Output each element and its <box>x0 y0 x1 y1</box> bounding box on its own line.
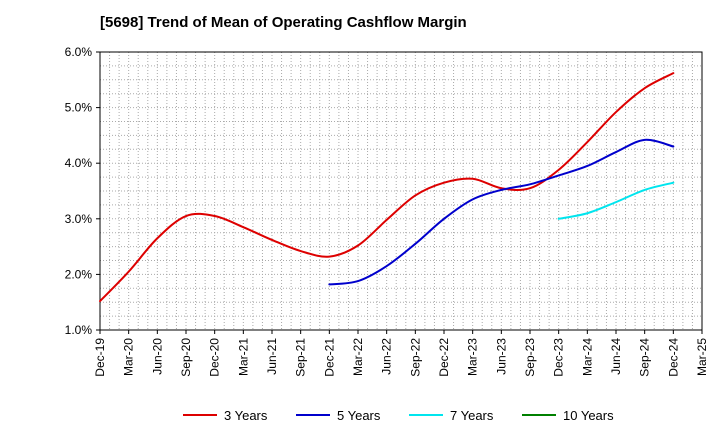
y-tick-label: 6.0% <box>65 45 93 59</box>
legend-label-10-years: 10 Years <box>563 408 614 423</box>
chart-title: [5698] Trend of Mean of Operating Cashfl… <box>100 14 467 31</box>
x-tick-label: Dec-21 <box>322 338 336 377</box>
legend-label-5-years: 5 Years <box>337 408 381 423</box>
legend-label-3-years: 3 Years <box>224 408 268 423</box>
x-tick-label: Jun-20 <box>150 338 164 375</box>
x-tick-label: Jun-21 <box>265 338 279 375</box>
y-tick-label: 1.0% <box>65 323 93 337</box>
y-tick-label: 4.0% <box>65 156 93 170</box>
series-layer <box>99 72 675 303</box>
legend-label-7-years: 7 Years <box>450 408 494 423</box>
legend: 3 Years 5 Years 7 Years 10 Years <box>183 408 614 423</box>
x-tick-label: Dec-19 <box>93 338 107 377</box>
plot-border <box>99 51 703 331</box>
y-tick-label: 5.0% <box>65 101 93 115</box>
series-line-5-years <box>328 138 675 286</box>
x-tick-label: Dec-23 <box>552 338 566 377</box>
x-tick-label: Sep-24 <box>638 338 652 377</box>
x-tick-label: Sep-20 <box>179 338 193 377</box>
x-tick-label: Sep-21 <box>294 338 308 377</box>
x-tick-label: Mar-24 <box>580 338 594 376</box>
x-tick-label: Dec-20 <box>208 338 222 377</box>
x-tick-label: Dec-22 <box>437 338 451 377</box>
x-tick-label: Jun-22 <box>380 338 394 375</box>
y-tick-label: 3.0% <box>65 212 93 226</box>
x-tick-label: Mar-20 <box>122 338 136 376</box>
x-tick-label: Mar-25 <box>695 338 709 376</box>
x-tick-label: Dec-24 <box>666 338 680 377</box>
series-line-3-years <box>99 72 675 303</box>
x-tick-label: Mar-21 <box>236 338 250 376</box>
series-line-7-years <box>557 181 675 220</box>
axis-layer: 1.0% 2.0% 3.0% 4.0% 5.0% 6.0% Dec-19 Mar-20 Jun-… <box>65 45 709 377</box>
x-tick-label: Mar-22 <box>351 338 365 376</box>
x-tick-label: Sep-22 <box>408 338 422 377</box>
x-tick-label: Sep-23 <box>523 338 537 377</box>
x-tick-label: Mar-23 <box>466 338 480 376</box>
x-tick-label: Jun-24 <box>609 338 623 375</box>
x-tick-label: Jun-23 <box>494 338 508 375</box>
grid-layer <box>100 52 702 330</box>
y-tick-label: 2.0% <box>65 267 93 281</box>
